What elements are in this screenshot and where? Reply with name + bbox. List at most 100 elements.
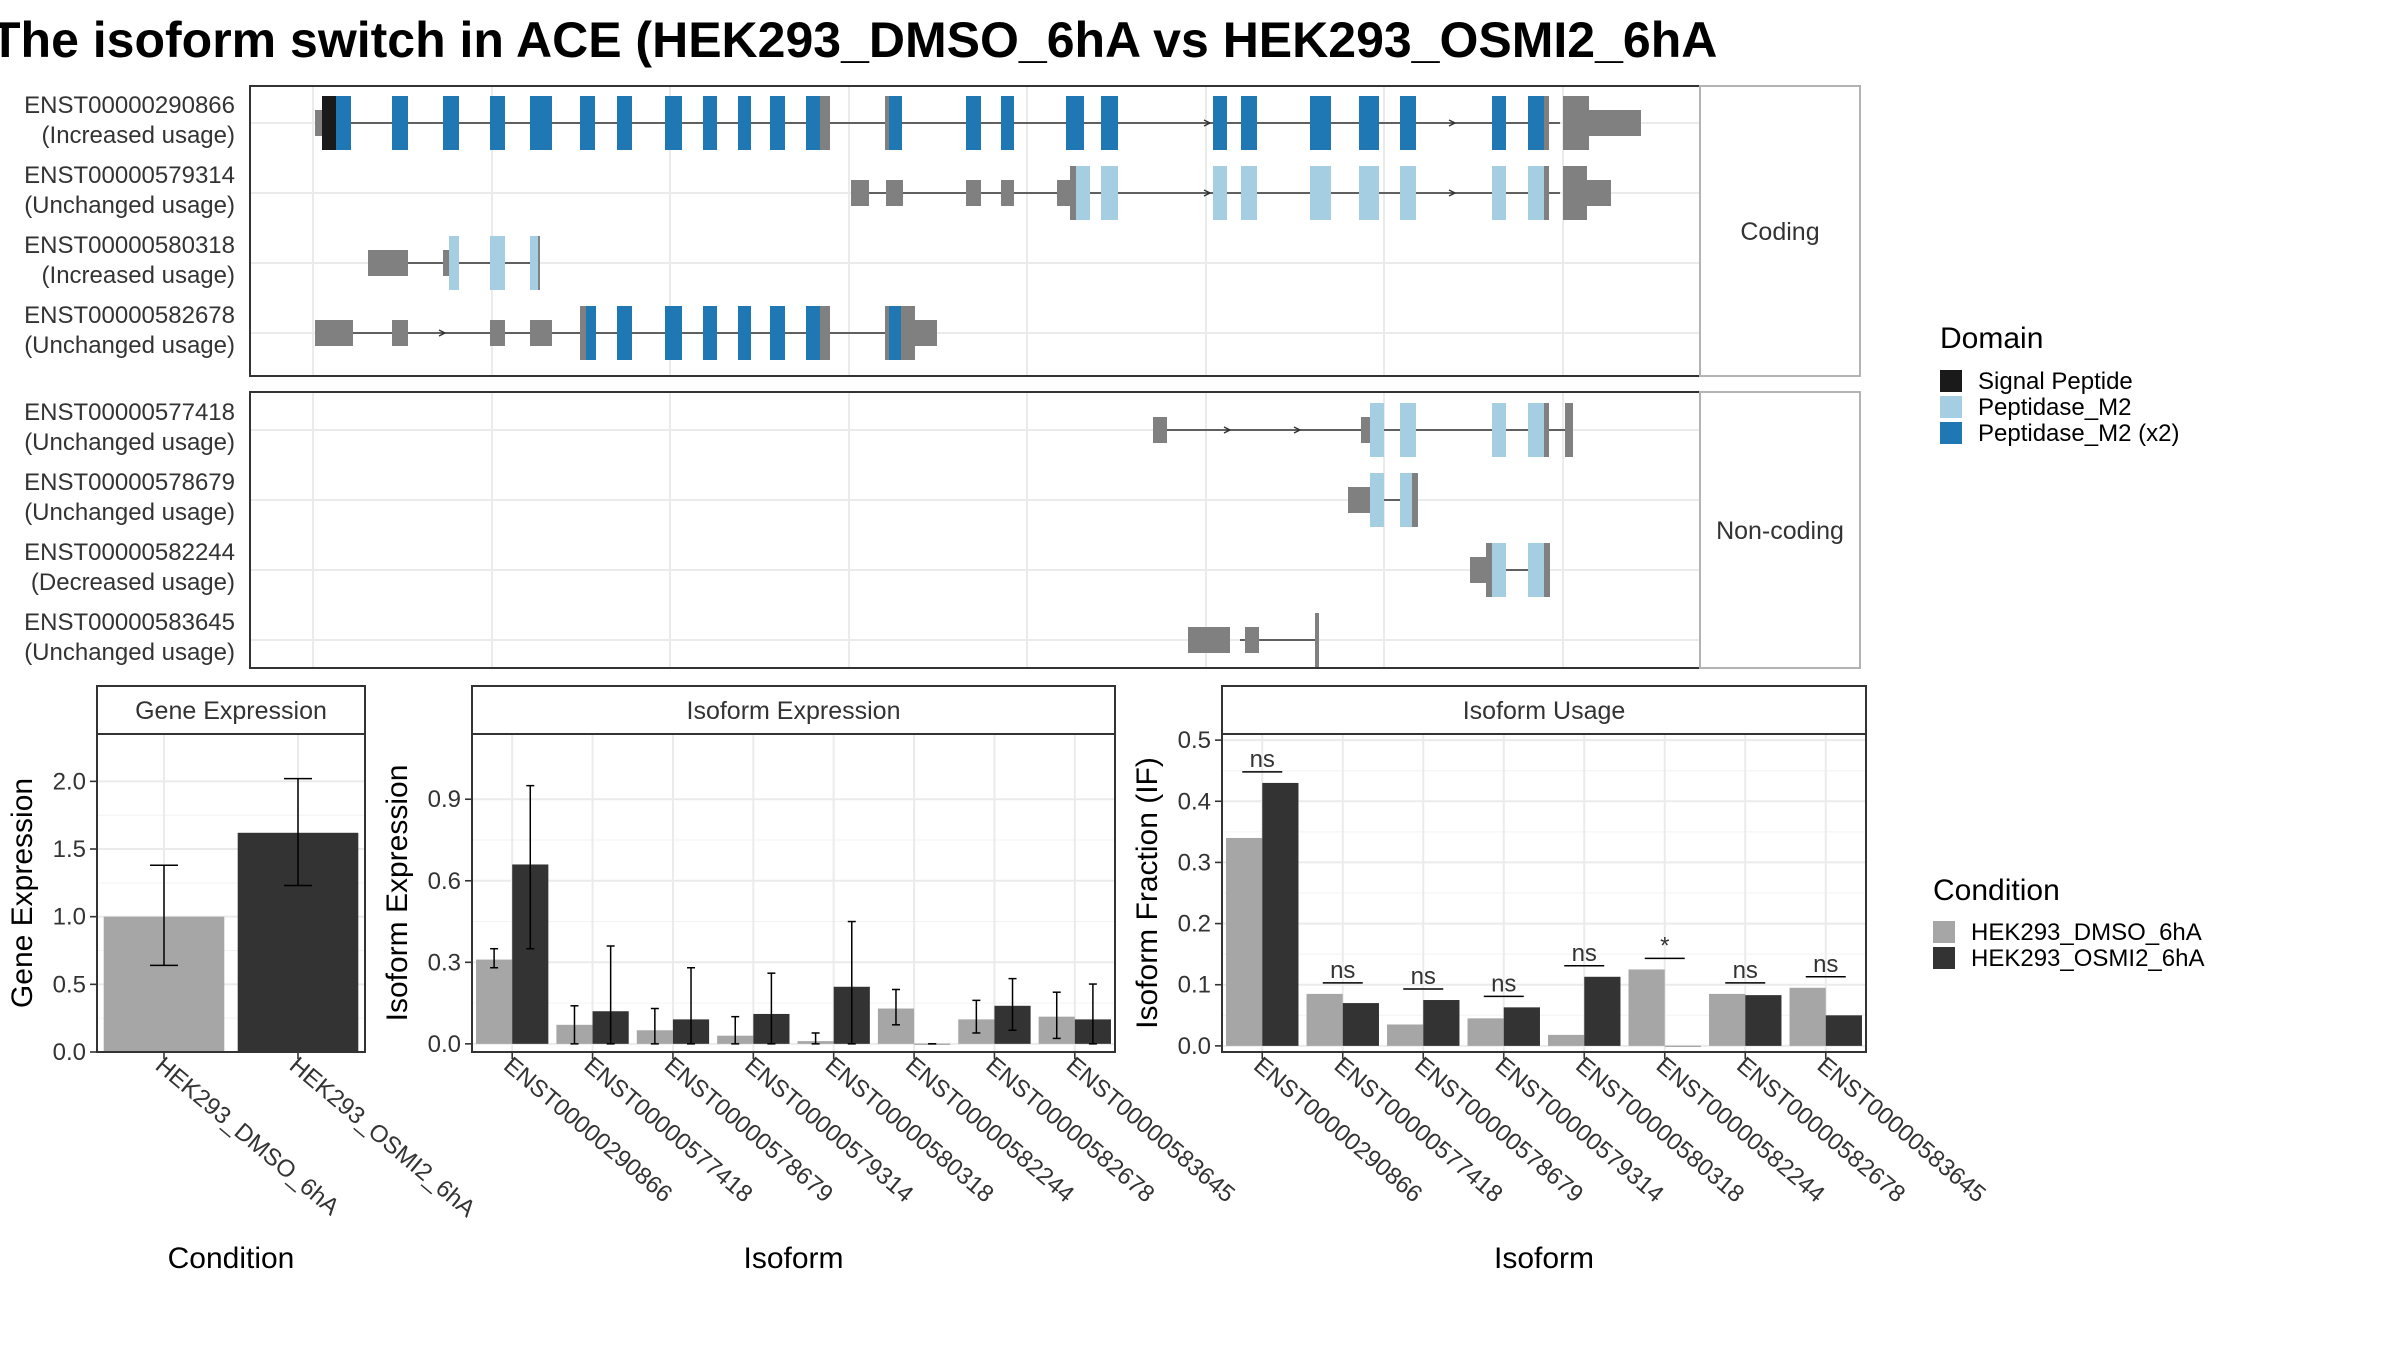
y-axis-title: Isoform Expression xyxy=(381,765,414,1022)
exon-block xyxy=(1492,403,1506,457)
strand-arrow xyxy=(438,329,447,337)
legend-swatch xyxy=(1933,947,1955,969)
panel-strip xyxy=(96,685,366,735)
exon-block xyxy=(966,96,981,150)
exon-block xyxy=(490,236,505,290)
exon-block xyxy=(1528,543,1544,597)
bar xyxy=(1628,969,1665,1046)
exon-block xyxy=(1400,96,1416,150)
legend-label: HEK293_OSMI2_6hA xyxy=(1971,945,2204,972)
significance-label: ns xyxy=(1572,940,1597,967)
facet-strip xyxy=(1699,85,1861,377)
exon-block xyxy=(1241,96,1257,150)
isoform-usage-label: (Unchanged usage) xyxy=(24,429,235,456)
strand-arrow xyxy=(1223,426,1232,434)
isoform-usage-label: (Increased usage) xyxy=(42,262,235,289)
significance-label: ns xyxy=(1491,970,1516,997)
exon-block xyxy=(1070,166,1076,220)
exon-block xyxy=(1544,403,1549,457)
exon-block xyxy=(490,320,505,346)
isoform-id-label: ENST00000577418 xyxy=(24,399,235,426)
exon-block xyxy=(580,306,586,360)
exon-block xyxy=(1213,166,1227,220)
y-tick-label: 0.3 xyxy=(1178,849,1211,876)
bar xyxy=(1548,1034,1585,1046)
bar xyxy=(1467,1018,1504,1046)
exon-block xyxy=(851,180,869,206)
y-tick-label: 2.0 xyxy=(53,768,86,795)
exon-block xyxy=(1563,96,1589,150)
bar xyxy=(1306,993,1343,1046)
expression-panels: Gene Expression0.00.51.01.52.0HEK293_DMS… xyxy=(6,685,1991,1275)
exon-block xyxy=(1001,180,1014,206)
x-axis-title: Isoform xyxy=(743,1242,843,1275)
isoform-usage-label: (Unchanged usage) xyxy=(24,332,235,359)
bar xyxy=(1789,987,1826,1046)
exon-block xyxy=(966,180,981,206)
legend-swatch xyxy=(1940,396,1962,418)
exon-block xyxy=(820,306,830,360)
bar xyxy=(1825,1015,1862,1046)
bar xyxy=(1664,1045,1701,1047)
y-tick-label: 0.0 xyxy=(53,1039,86,1066)
x-axis-title: Condition xyxy=(168,1242,295,1275)
exon-block xyxy=(368,250,408,276)
exon-block xyxy=(1412,473,1418,527)
exon-block xyxy=(315,110,323,136)
y-tick-label: 1.0 xyxy=(53,904,86,931)
exon-block xyxy=(1544,166,1549,220)
panel-strip-label: Gene Expression xyxy=(135,697,327,725)
significance-label: ns xyxy=(1411,963,1436,990)
exon-block xyxy=(392,96,408,150)
bar xyxy=(1423,1000,1460,1046)
exon-block xyxy=(490,96,505,150)
exon-block xyxy=(1544,543,1550,597)
isoform-id-label: ENST00000580318 xyxy=(24,232,235,259)
bar xyxy=(476,959,513,1044)
legend-label: Peptidase_M2 xyxy=(1978,394,2131,421)
y-tick-label: 0.9 xyxy=(428,786,461,813)
exon-block xyxy=(1544,96,1549,150)
legend-label: HEK293_DMSO_6hA xyxy=(1971,919,2202,946)
exon-block xyxy=(1213,96,1227,150)
bar xyxy=(1745,995,1782,1046)
strand-arrow xyxy=(1448,119,1457,127)
exon-block xyxy=(538,236,540,290)
significance-label: * xyxy=(1660,932,1669,959)
exon-block xyxy=(617,96,632,150)
panel-bg xyxy=(472,734,1115,1052)
exon-block xyxy=(1359,166,1379,220)
bar xyxy=(1342,1003,1379,1046)
exon-block xyxy=(336,96,351,150)
exon-block xyxy=(806,96,821,150)
domain-legend: Domain Signal PeptidePeptidase_M2Peptidas… xyxy=(1940,322,2179,447)
legend-swatch xyxy=(1940,370,1962,392)
y-axis-title: Gene Expression xyxy=(6,778,39,1008)
strand-arrow xyxy=(1448,189,1457,197)
exon-block xyxy=(1057,180,1070,206)
y-tick-label: 0.5 xyxy=(1178,727,1211,754)
legend-label: Peptidase_M2 (x2) xyxy=(1978,420,2179,447)
exon-block xyxy=(1370,473,1384,527)
facet-strip-label: Non-coding xyxy=(1716,517,1844,545)
exon-block xyxy=(1310,166,1331,220)
y-tick-label: 0.6 xyxy=(428,868,461,895)
panel-strip-label: Isoform Expression xyxy=(687,697,901,725)
x-axis-title: Isoform xyxy=(1494,1242,1594,1275)
strand-arrow xyxy=(1293,426,1302,434)
exon-block xyxy=(1370,403,1384,457)
legend-swatch xyxy=(1933,921,1955,943)
strand-arrow xyxy=(1203,119,1212,127)
exon-block xyxy=(1348,487,1370,513)
exon-block xyxy=(820,96,830,150)
panel-strip-label: Isoform Usage xyxy=(1463,697,1626,725)
legend-title: Domain xyxy=(1940,322,2043,355)
y-tick-label: 0.3 xyxy=(428,949,461,976)
exon-block xyxy=(1470,557,1486,583)
facet-strip xyxy=(1699,391,1861,669)
isoform-usage-label: (Unchanged usage) xyxy=(24,192,235,219)
exon-block xyxy=(1101,96,1118,150)
exon-block xyxy=(1492,166,1506,220)
exon-block xyxy=(1066,96,1084,150)
